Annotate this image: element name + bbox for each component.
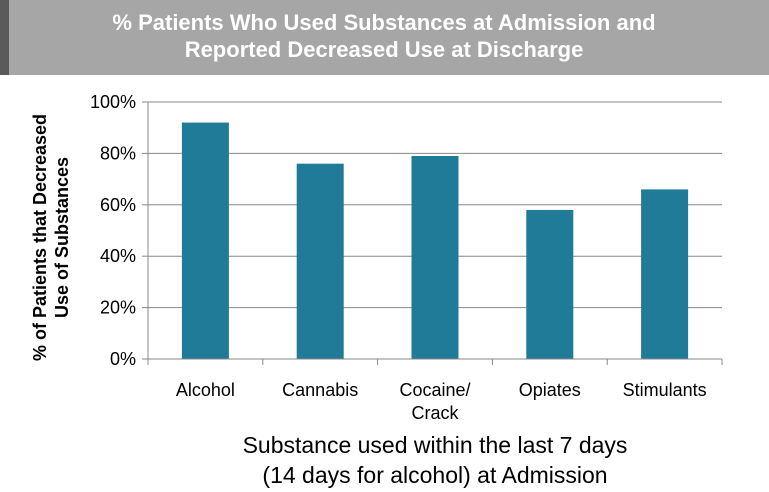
- chart-title: % Patients Who Used Substances at Admiss…: [9, 9, 759, 63]
- y-axis-title-line: % of Patients that Decreased: [30, 114, 50, 361]
- bar-chart: % of Patients that Decreased Use of Subst…: [30, 92, 723, 423]
- title-banner: % Patients Who Used Substances at Admiss…: [0, 0, 769, 75]
- y-tick-label: 20%: [100, 298, 136, 318]
- x-tick-label: Alcohol: [176, 380, 235, 400]
- y-axis-title: % of Patients that Decreased Use of Subst…: [30, 114, 72, 361]
- chart-title-line-1: % Patients Who Used Substances at Admiss…: [112, 10, 656, 35]
- y-tick-label: 40%: [100, 246, 136, 266]
- x-tick-label: Cannabis: [282, 380, 358, 400]
- axes: [147, 102, 723, 365]
- bar: [296, 163, 344, 359]
- bar: [411, 155, 459, 359]
- bar: [526, 209, 574, 359]
- x-tick-label: Opiates: [519, 380, 581, 400]
- y-tick-label: 80%: [100, 143, 136, 163]
- x-axis-title-line-1: Substance used within the last 7 days: [242, 432, 628, 458]
- y-tick-labels: 0% 20% 40% 60% 80% 100%: [90, 92, 136, 369]
- bars: [181, 122, 689, 359]
- title-accent-bar: [0, 0, 9, 75]
- y-tick-label: 60%: [100, 195, 136, 215]
- x-tick-label: Stimulants: [623, 380, 707, 400]
- x-axis-title: Substance used within the last 7 days (1…: [150, 430, 720, 490]
- x-tick-label: Crack: [411, 403, 459, 423]
- x-tick-labels: Alcohol Cannabis Cocaine/Crack Opiates Stimu…: [176, 380, 707, 423]
- bar: [181, 122, 229, 359]
- bar: [641, 189, 689, 359]
- x-tick-label: Cocaine/: [399, 380, 470, 400]
- chart-title-line-2: Reported Decreased Use at Discharge: [184, 37, 584, 62]
- y-axis-title-line: Use of Substances: [52, 157, 72, 318]
- y-tick-label: 0%: [110, 349, 136, 369]
- x-axis-title-line-2: (14 days for alcohol) at Admission: [262, 462, 608, 488]
- y-tick-label: 100%: [90, 92, 136, 112]
